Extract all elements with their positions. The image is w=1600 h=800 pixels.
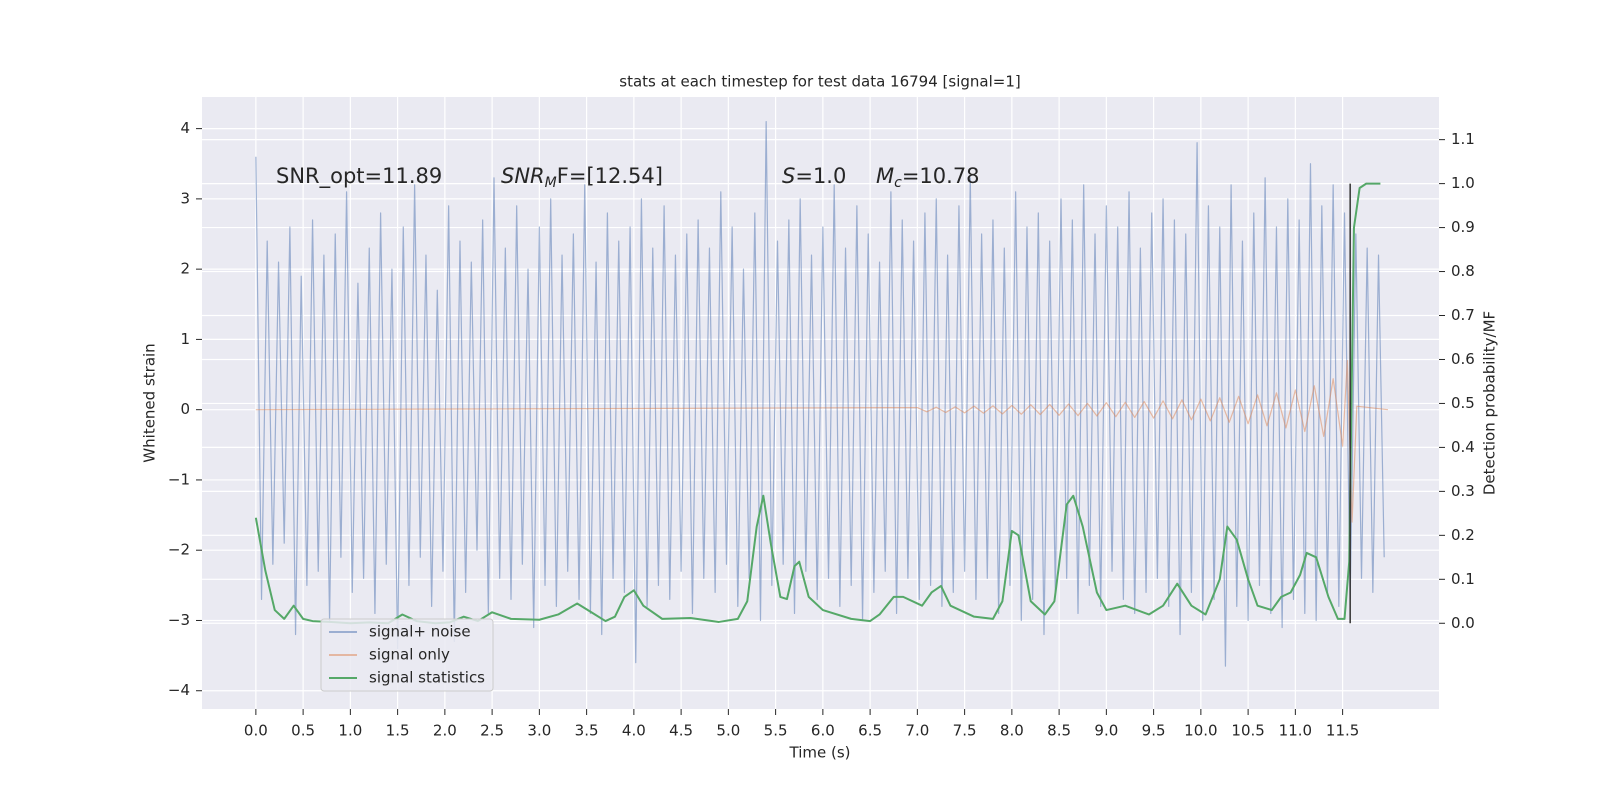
x-tick-label: 3.0	[527, 722, 551, 740]
series-line	[255, 359, 1389, 523]
y-tick-label: 2	[180, 260, 190, 278]
x-tick-label: 10.0	[1184, 722, 1217, 740]
x-tick-label: 2.0	[433, 722, 457, 740]
x-tick-label: 5.5	[764, 722, 788, 740]
y-tick-label: 4	[180, 119, 190, 137]
x-tick-label: 4.0	[622, 722, 646, 740]
x-tick-label: 10.5	[1231, 722, 1264, 740]
y2-tick-label: 0.8	[1451, 262, 1475, 280]
x-tick-label: 8.5	[1047, 722, 1071, 740]
annotation-tail: =1.0	[795, 164, 846, 188]
x-tick-label: 9.0	[1094, 722, 1118, 740]
x-tick-label: 5.0	[716, 722, 740, 740]
y-tick-label: 1	[180, 330, 190, 348]
annotation-text: SNR_opt=11.89	[276, 164, 442, 189]
series-line	[255, 120, 1385, 667]
y2-tick-label: 0.1	[1451, 570, 1475, 588]
annotation-tail: =10.78	[902, 164, 980, 188]
x-tick-label: 11.0	[1279, 722, 1312, 740]
x-tick-label: 1.5	[386, 722, 410, 740]
x-tick-label: 9.5	[1142, 722, 1166, 740]
legend-label: signal only	[369, 646, 450, 664]
x-tick-label: 8.0	[1000, 722, 1024, 740]
y-axis-label: Whitened strain	[141, 343, 159, 462]
labels: 0.0 0.5 1.0 1.5 2.0 2.5 3.0 3.5 4.0 4.5 5.0 5.5 6.0 6…	[168, 119, 1475, 739]
x-tick-label: 0.0	[244, 722, 268, 740]
y2-tick-label: 0.0	[1451, 614, 1475, 632]
x-axis-label: Time (s)	[789, 744, 851, 762]
y2-tick-label: 0.5	[1451, 394, 1475, 412]
legend-box	[320, 618, 494, 692]
y-tick-label: −4	[168, 681, 190, 699]
annotation: S=1.0	[782, 164, 846, 188]
annotation-symbol: SNR	[501, 164, 545, 188]
x-tick-label: 7.5	[953, 722, 977, 740]
annotation-subscript: M	[545, 175, 557, 191]
legend-label: signal+ noise	[369, 623, 471, 641]
chart-title: stats at each timestep for test data 167…	[619, 73, 1020, 91]
x-tick-label: 2.5	[480, 722, 504, 740]
y-tick-label: 0	[180, 400, 190, 418]
legend-label: signal statistics	[369, 669, 485, 687]
x-tick-label: 4.5	[669, 722, 693, 740]
y2-tick-label: 0.2	[1451, 526, 1475, 544]
y2-tick-label: 0.3	[1451, 482, 1475, 500]
x-tick-label: 6.0	[811, 722, 835, 740]
y2-tick-label: 0.7	[1451, 306, 1475, 324]
x-tick-label: 3.5	[575, 722, 599, 740]
annotation: SNRMF=[12.54]	[501, 164, 663, 191]
x-tick-label: 11.5	[1326, 722, 1359, 740]
y-tick-label: 3	[180, 189, 190, 207]
annotation-symbol: M	[876, 164, 894, 188]
annotation-tail: F=[12.54]	[557, 164, 663, 188]
y-tick-label: −3	[168, 611, 190, 629]
legend: signal+ noise signal only signal statistic…	[320, 618, 494, 692]
y2-tick-label: 0.4	[1451, 438, 1475, 456]
x-tick-label: 7.0	[905, 722, 929, 740]
y2-tick-label: 0.6	[1451, 350, 1475, 368]
annotation-subscript: c	[894, 175, 902, 191]
annotation: SNR_opt=11.89	[276, 164, 442, 189]
x-tick-label: 6.5	[858, 722, 882, 740]
x-tick-label: 0.5	[291, 722, 315, 740]
y-tick-label: −1	[168, 470, 190, 488]
y-tick-label: −2	[168, 541, 190, 559]
y2-tick-label: 1.1	[1451, 130, 1475, 148]
y2-axis-label: Detection probability/MF	[1481, 311, 1499, 495]
annotation: Mc=10.78	[876, 164, 980, 191]
y2-tick-label: 1.0	[1451, 174, 1475, 192]
y2-tick-label: 0.9	[1451, 218, 1475, 236]
x-tick-label: 1.0	[338, 722, 362, 740]
annotation-symbol: S	[782, 164, 795, 188]
